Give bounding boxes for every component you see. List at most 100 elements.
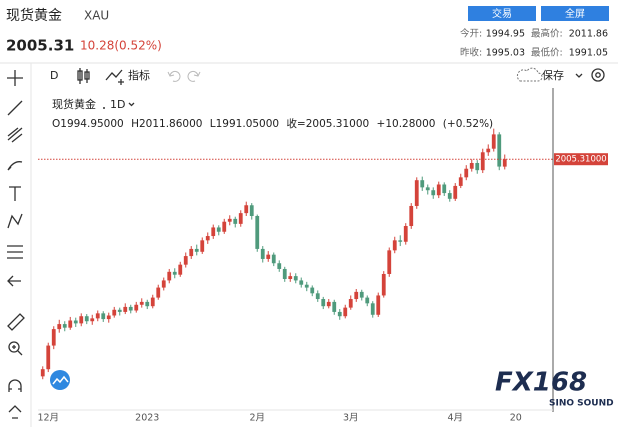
candle-body xyxy=(222,221,227,232)
save-menu-arrow[interactable] xyxy=(575,73,583,78)
candle-body xyxy=(453,185,458,199)
legend-ohlc: O1994.95000 H2011.86000 L1991.05000 收=20… xyxy=(52,117,493,130)
stat-value: 1991.05 xyxy=(569,48,608,59)
prediction-tool[interactable] xyxy=(7,245,23,259)
legend-open: O1994.95000 xyxy=(52,118,124,130)
fullscreen-button[interactable] xyxy=(541,6,609,21)
trade-button[interactable] xyxy=(468,6,536,21)
fib-tool[interactable] xyxy=(7,127,23,143)
undo-icon[interactable] xyxy=(167,70,181,82)
candle-body xyxy=(343,307,348,317)
candle-body xyxy=(244,205,249,214)
candle-body xyxy=(486,148,491,153)
indicator-button[interactable]: 指标 xyxy=(128,68,150,82)
candle-body xyxy=(260,248,265,259)
candle-body xyxy=(321,299,326,307)
candle-body xyxy=(40,369,45,377)
x-tick-label: 4月 xyxy=(447,413,463,424)
candle-body xyxy=(255,215,260,249)
candle-body xyxy=(73,320,78,324)
candle-body xyxy=(79,316,84,324)
price-change: 10.28(0.52%) xyxy=(80,39,162,53)
brush-tool[interactable] xyxy=(7,161,23,171)
candle-body xyxy=(112,309,117,316)
candle-body xyxy=(178,264,183,275)
lock-tool[interactable] xyxy=(8,405,22,419)
save-button[interactable]: 保存 xyxy=(542,68,564,82)
indicator-icon[interactable] xyxy=(105,69,124,85)
fullscreen-button-label[interactable]: 全屏 xyxy=(565,7,585,20)
candle-body xyxy=(62,324,67,328)
legend-menu-arrow[interactable] xyxy=(128,102,135,107)
candle-body xyxy=(447,193,452,199)
trade-button-label[interactable]: 交易 xyxy=(492,7,512,20)
last-price-tag xyxy=(554,153,608,166)
pattern-tool[interactable] xyxy=(7,213,23,229)
plot: 12月 2023 2月 3月 4月 20 2005.31000 xyxy=(37,128,608,424)
candle-body xyxy=(293,276,298,281)
candle-body xyxy=(337,311,342,317)
candle-body xyxy=(282,268,287,279)
interval-button[interactable]: D xyxy=(50,69,58,82)
zoom-tool-detail[interactable] xyxy=(12,345,23,356)
legend-change: +10.28000 xyxy=(377,118,436,130)
candle-body xyxy=(150,297,155,307)
candle-body xyxy=(348,299,353,308)
candle-body xyxy=(359,291,364,298)
candle-body xyxy=(117,309,122,312)
legend-change-pct: (+0.52%) xyxy=(443,118,493,130)
candle-body xyxy=(172,271,177,275)
crosshair-tool[interactable] xyxy=(7,70,23,86)
candle-body xyxy=(271,254,276,264)
candle-body xyxy=(266,254,271,259)
watermark-sub: SINO SOUND xyxy=(549,399,614,409)
candle-body xyxy=(310,287,315,294)
candle-body xyxy=(101,313,106,320)
left-toolbar xyxy=(7,70,25,419)
redo-icon[interactable] xyxy=(187,70,201,82)
candle-body xyxy=(128,306,133,311)
back-tool[interactable] xyxy=(7,275,21,287)
app-logo[interactable] xyxy=(50,370,70,390)
candle-body xyxy=(161,280,166,288)
candle-body xyxy=(51,329,56,346)
settings-icon[interactable] xyxy=(591,68,605,82)
candle-body xyxy=(497,134,502,167)
candle-body xyxy=(84,316,89,322)
magnet-tool[interactable] xyxy=(8,379,22,392)
candle-body xyxy=(403,226,408,242)
candle-body xyxy=(502,159,507,167)
candle-body xyxy=(480,152,485,171)
chart-type-icon[interactable] xyxy=(77,68,90,84)
candle-body xyxy=(68,320,73,328)
candle-body xyxy=(326,301,331,307)
legend-high: H2011.86000 xyxy=(131,118,202,130)
candle-body xyxy=(189,248,194,257)
candle-body xyxy=(409,205,414,227)
candle-body xyxy=(200,240,205,252)
stat-label: 最高价: xyxy=(531,28,563,40)
candle-body xyxy=(288,276,293,279)
text-tool[interactable] xyxy=(9,186,21,201)
candle-body xyxy=(398,240,403,242)
candle-body xyxy=(387,250,392,274)
candle-body xyxy=(249,205,254,216)
trendline-tool[interactable] xyxy=(7,100,23,116)
legend-title: 现货黄金 xyxy=(52,97,96,111)
x-tick-label: 20 xyxy=(510,413,522,424)
stat-label: 今开: xyxy=(460,28,482,40)
candle-body xyxy=(205,236,210,241)
candle-body xyxy=(365,297,370,304)
last-price: 2005.31 xyxy=(6,37,74,55)
candle-body xyxy=(95,313,100,319)
candle-body xyxy=(464,168,469,178)
candle-body xyxy=(420,180,425,188)
zoom-tool[interactable] xyxy=(8,341,20,353)
legend-close: 收=2005.31000 xyxy=(286,117,369,130)
candle-body xyxy=(431,190,436,196)
ruler-tool[interactable] xyxy=(7,313,25,331)
candle-body xyxy=(376,295,381,315)
candle-body xyxy=(475,163,480,171)
